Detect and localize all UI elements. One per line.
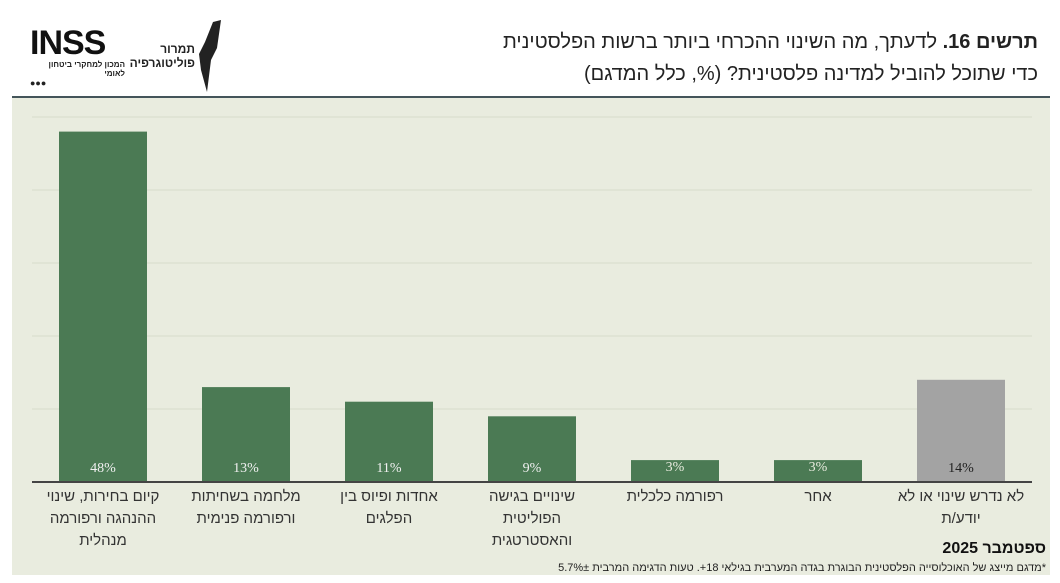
category-label: מלחמה בשחיתות ורפורמה פנימית (191, 488, 301, 527)
category-label: רפורמה כלכלית (626, 488, 724, 505)
inss-logo-text: INSS (30, 24, 106, 62)
bar (917, 379, 1005, 482)
map-icon (199, 20, 221, 92)
data-label: 11% (376, 461, 401, 476)
data-label: 48% (90, 461, 116, 476)
category-label: לא נדרש שינוי או לא יודע/ת (897, 488, 1025, 527)
category-label: אחר (804, 488, 832, 505)
title-prefix: תרשים 16. (942, 31, 1038, 53)
data-label: 13% (233, 461, 259, 476)
title-line2: כדי שתוכל להוביל למדינה פלסטינית? (%, כל… (583, 63, 1038, 85)
footnote: *מדגם מייצג של האוכלוסייה הפלסטינית הבוג… (558, 562, 1046, 574)
data-label: 3% (809, 460, 828, 475)
bar (774, 460, 862, 482)
bar (202, 387, 290, 482)
tamrur-logo: תמרור פוליטוגרפיה (129, 20, 230, 92)
bar (345, 401, 433, 482)
survey-date: ספטמבר 2025 (942, 540, 1046, 557)
data-label: 9% (523, 461, 542, 476)
inss-logo-subtitle: המכון למחקרי ביטחון לאומי (48, 60, 125, 78)
chart-title: תרשים 16. לדעתך, מה השינוי ההכרחי ביותר … (398, 26, 1038, 90)
category-label: קיום בחירות, שינוי ההנהגה ורפורמה מנהלית (46, 488, 160, 549)
tamrur-logo-text: תמרור פוליטוגרפיה (129, 42, 195, 70)
bar (59, 131, 147, 482)
data-label: 14% (948, 461, 974, 476)
header-divider (12, 96, 1050, 98)
category-label: שינויים בגישה הפוליטית והאסטרטגית (488, 488, 576, 549)
data-label: 3% (666, 460, 685, 475)
title-line1: לדעתך, מה השינוי ההכרחי ביותר ברשות הפלס… (503, 31, 938, 53)
inss-logo: INSS המכון למחקרי ביטחון לאומי ●●● (30, 24, 125, 88)
category-label: אחדות ופיוס בין הפלגים (340, 488, 438, 527)
inss-social-icons: ●●● (30, 78, 47, 88)
bar (488, 416, 576, 482)
bar (631, 460, 719, 482)
